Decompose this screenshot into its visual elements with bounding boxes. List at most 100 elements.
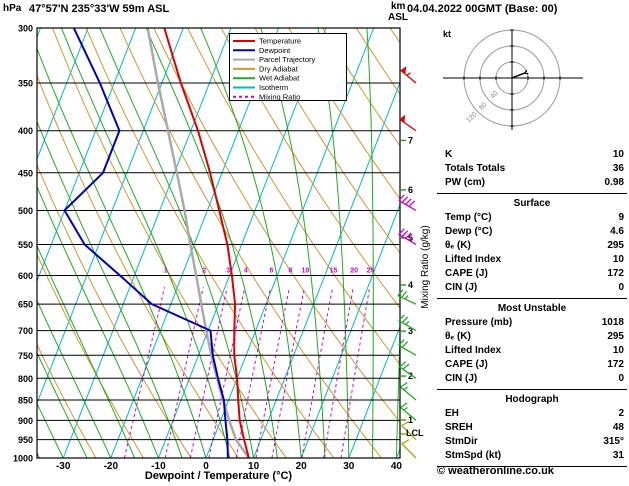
stat-row: PW (cm) 0.98 — [437, 176, 627, 190]
stat-row: Lifted Index 10 — [437, 253, 627, 267]
svg-text:350: 350 — [18, 79, 33, 89]
svg-text:400: 400 — [18, 126, 33, 136]
svg-text:300: 300 — [18, 24, 33, 34]
stat-label: CIN (J) — [445, 373, 478, 384]
station-title: 47°57'N 235°33'W 59m ASL — [29, 3, 170, 15]
stat-row: CAPE (J) 172 — [437, 267, 627, 281]
svg-text:6: 6 — [408, 185, 413, 195]
svg-text:800: 800 — [18, 374, 33, 384]
svg-text:Mixing Ratio: Mixing Ratio — [259, 92, 300, 101]
svg-text:3: 3 — [408, 326, 413, 336]
svg-text:4: 4 — [244, 268, 248, 275]
stat-value: 172 — [607, 359, 624, 370]
indices-section: K 10 Totals Totals 36 PW (cm) 0.98 — [437, 146, 627, 194]
stat-value: 0.98 — [604, 177, 624, 188]
stat-row: K 10 — [437, 148, 627, 162]
stat-value: 0 — [618, 373, 624, 384]
svg-text:1: 1 — [164, 268, 168, 275]
svg-text:550: 550 — [18, 240, 33, 250]
stat-label: Lifted Index — [445, 254, 502, 265]
stats-panel: K 10 Totals Totals 36 PW (cm) 0.98 Surface Temp… — [437, 146, 627, 467]
stat-row: Lifted Index 10 — [437, 344, 627, 358]
stat-value: 10 — [612, 254, 624, 265]
svg-text:Isotherm: Isotherm — [259, 83, 288, 92]
stat-label: SREH — [445, 422, 473, 433]
stat-row: CAPE (J) 172 — [437, 358, 627, 372]
svg-text:Parcel Trajectory: Parcel Trajectory — [259, 55, 316, 64]
svg-text:1000: 1000 — [13, 454, 33, 464]
svg-text:40: 40 — [489, 90, 500, 101]
stat-label: θₑ (K) — [445, 331, 471, 342]
mixing-ratio-axis-label: Mixing Ratio (g/kg) — [420, 225, 431, 309]
stat-row: StmDir 315° — [437, 435, 627, 449]
svg-text:-20: -20 — [104, 461, 119, 472]
svg-text:8: 8 — [288, 268, 292, 275]
stat-label: θₑ (K) — [445, 240, 471, 251]
svg-text:40: 40 — [391, 461, 403, 472]
hodograph-unit-label: kt — [443, 29, 452, 39]
stat-label: Lifted Index — [445, 345, 502, 356]
stat-value: 0 — [618, 282, 624, 293]
svg-text:450: 450 — [18, 168, 33, 178]
stat-label: CAPE (J) — [445, 268, 488, 279]
stat-value: 48 — [612, 422, 624, 433]
stat-value: 2 — [618, 408, 624, 419]
svg-text:10: 10 — [248, 461, 260, 472]
section-title: Most Unstable — [497, 303, 567, 314]
svg-text:500: 500 — [18, 206, 33, 216]
stat-row: CIN (J) 0 — [437, 281, 627, 295]
svg-text:25: 25 — [367, 268, 375, 275]
svg-text:30: 30 — [343, 461, 355, 472]
stat-label: Pressure (mb) — [445, 317, 513, 328]
svg-text:20: 20 — [350, 268, 358, 275]
stat-value: 1018 — [601, 317, 624, 328]
svg-text:850: 850 — [18, 395, 33, 405]
svg-text:2: 2 — [202, 268, 206, 275]
stat-row: Pressure (mb) 1018 — [437, 316, 627, 330]
svg-text:1: 1 — [408, 415, 413, 425]
stat-value: 10 — [612, 345, 624, 356]
svg-text:7: 7 — [408, 135, 413, 145]
section-title: Hodograph — [505, 394, 559, 405]
stat-label: EH — [445, 408, 459, 419]
stat-label: Dewp (°C) — [445, 226, 493, 237]
stat-row: θₑ (K) 295 — [437, 330, 627, 344]
stat-row: EH 2 — [437, 407, 627, 421]
stat-value: 315° — [603, 436, 624, 447]
svg-text:900: 900 — [18, 416, 33, 426]
svg-text:5: 5 — [408, 233, 413, 243]
svg-text:Wet Adiabat: Wet Adiabat — [259, 74, 300, 83]
pressure-axis-unit: hPa — [3, 3, 22, 14]
section-most-unstable: Most Unstable Pressure (mb) 1018 θₑ (K) 295 L… — [437, 299, 627, 390]
height-axis-km-label: km — [391, 1, 406, 12]
stat-row: Dewp (°C) 4.6 — [437, 225, 627, 239]
svg-text:950: 950 — [18, 435, 33, 445]
svg-text:2: 2 — [408, 371, 413, 381]
stat-label: Temp (°C) — [445, 212, 492, 223]
svg-text:6: 6 — [270, 268, 274, 275]
svg-text:3: 3 — [226, 268, 230, 275]
stat-row: Temp (°C) 9 — [437, 211, 627, 225]
stat-value: 10 — [612, 149, 624, 160]
svg-text:80: 80 — [478, 101, 489, 112]
x-axis-label: Dewpoint / Temperature (°C) — [144, 470, 293, 482]
svg-text:10: 10 — [301, 268, 309, 275]
stat-label: CAPE (J) — [445, 359, 488, 370]
stat-value: 295 — [607, 331, 624, 342]
stat-value: 4.6 — [610, 226, 624, 237]
svg-text:4: 4 — [408, 280, 413, 290]
svg-text:0: 0 — [203, 461, 209, 472]
svg-text:650: 650 — [18, 300, 33, 310]
stat-row: θₑ (K) 295 — [437, 239, 627, 253]
stat-row: SREH 48 — [437, 421, 627, 435]
stat-label: K — [445, 149, 453, 160]
svg-text:Temperature: Temperature — [259, 37, 301, 46]
svg-text:20: 20 — [296, 461, 308, 472]
stat-row: Totals Totals 36 — [437, 162, 627, 176]
svg-text:Dry Adiabat: Dry Adiabat — [259, 64, 299, 73]
height-axis-asl-label: ASL — [388, 12, 408, 23]
skewt-chart: 1 2 3 4 6 8 10 15 20 2530035040045050055060065070… — [13, 24, 417, 472]
stat-value: 31 — [612, 450, 624, 461]
